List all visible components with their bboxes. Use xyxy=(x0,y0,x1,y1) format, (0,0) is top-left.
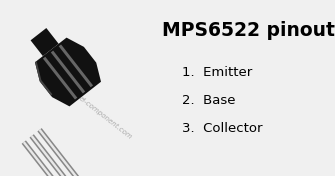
Polygon shape xyxy=(43,57,77,100)
Text: el-component.com: el-component.com xyxy=(77,95,133,141)
Text: MPS6522 pinout: MPS6522 pinout xyxy=(161,20,334,39)
Polygon shape xyxy=(21,140,67,176)
Polygon shape xyxy=(38,128,83,176)
Polygon shape xyxy=(39,129,82,176)
Polygon shape xyxy=(51,51,85,93)
Polygon shape xyxy=(31,135,74,176)
Text: 1.  Emitter: 1. Emitter xyxy=(182,65,252,78)
Polygon shape xyxy=(35,38,101,106)
Text: 2.  Base: 2. Base xyxy=(182,93,236,106)
Polygon shape xyxy=(23,141,66,176)
Text: 3.  Collector: 3. Collector xyxy=(182,121,263,134)
Polygon shape xyxy=(35,61,53,96)
Polygon shape xyxy=(29,134,75,176)
Polygon shape xyxy=(59,44,93,87)
Polygon shape xyxy=(30,28,59,56)
